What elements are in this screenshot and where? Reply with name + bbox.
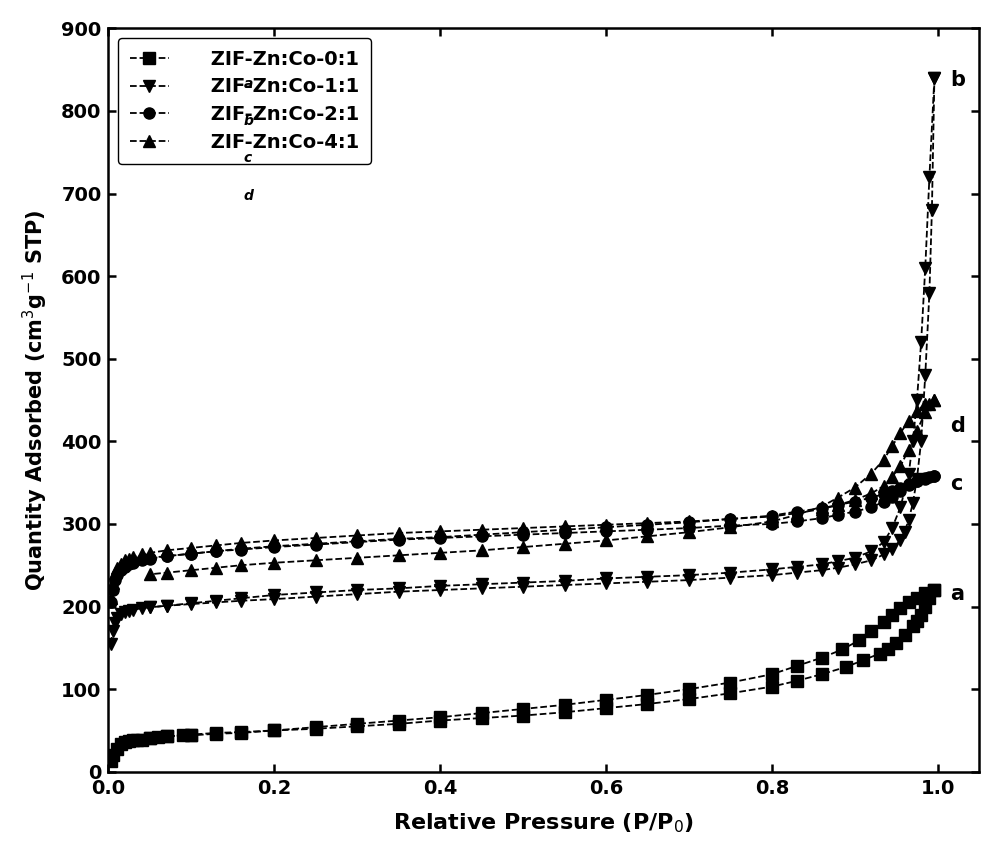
Text: b: b — [243, 114, 253, 128]
X-axis label: Relative Pressure (P/P$_{0}$): Relative Pressure (P/P$_{0}$) — [393, 811, 694, 835]
Text: b: b — [950, 69, 965, 90]
Text: d: d — [950, 417, 965, 437]
Y-axis label: Quantity Adsorbed (cm$^{3}$g$^{-1}$ STP): Quantity Adsorbed (cm$^{3}$g$^{-1}$ STP) — [21, 209, 50, 591]
Text: d: d — [243, 188, 253, 203]
Legend:  ZIF-Zn:Co-0:1,  ZIF-Zn:Co-1:1,  ZIF-Zn:Co-2:1,  ZIF-Zn:Co-4:1: ZIF-Zn:Co-0:1, ZIF-Zn:Co-1:1, ZIF-Zn:Co-… — [118, 38, 371, 163]
Text: a: a — [950, 584, 964, 604]
Text: c: c — [243, 152, 252, 165]
Text: c: c — [950, 474, 963, 494]
Text: a: a — [243, 77, 253, 91]
